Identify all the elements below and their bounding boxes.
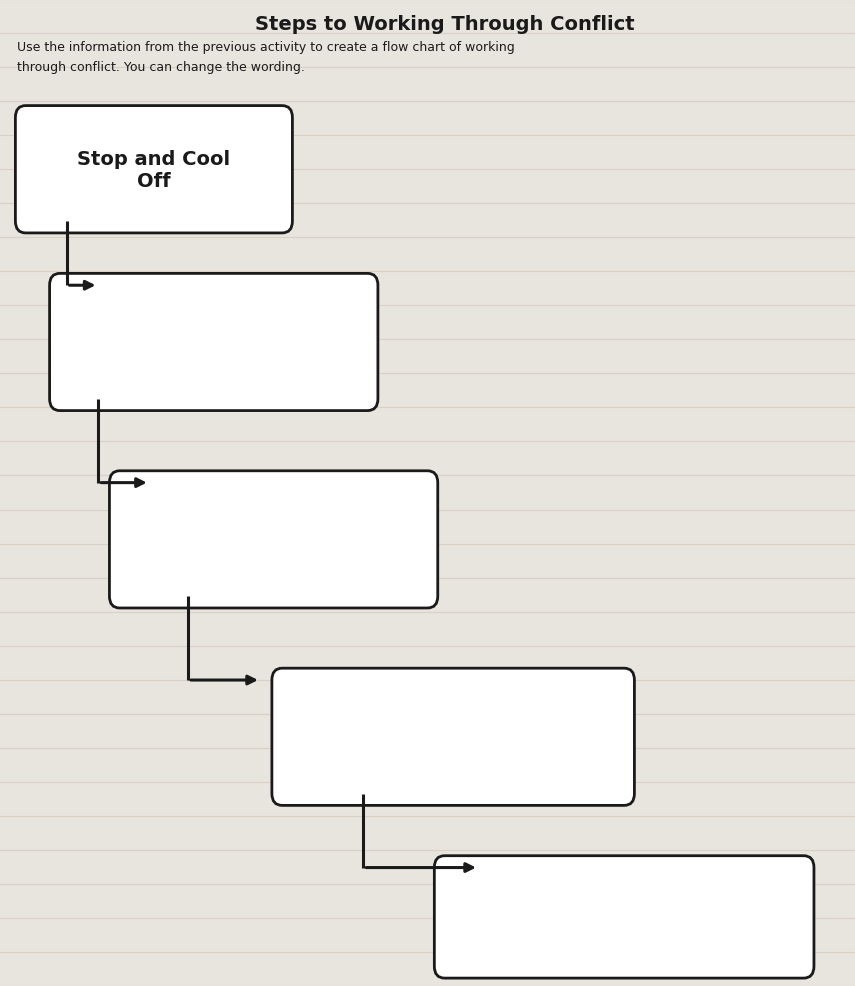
FancyBboxPatch shape	[50, 274, 378, 411]
Text: Stop and Cool
Off: Stop and Cool Off	[77, 150, 231, 190]
Text: Steps to Working Through Conflict: Steps to Working Through Conflict	[255, 15, 634, 34]
FancyBboxPatch shape	[15, 106, 292, 234]
FancyBboxPatch shape	[272, 669, 634, 806]
Text: through conflict. You can change the wording.: through conflict. You can change the wor…	[17, 61, 305, 74]
FancyBboxPatch shape	[434, 856, 814, 978]
FancyBboxPatch shape	[109, 471, 438, 608]
Text: Use the information from the previous activity to create a flow chart of working: Use the information from the previous ac…	[17, 41, 515, 54]
